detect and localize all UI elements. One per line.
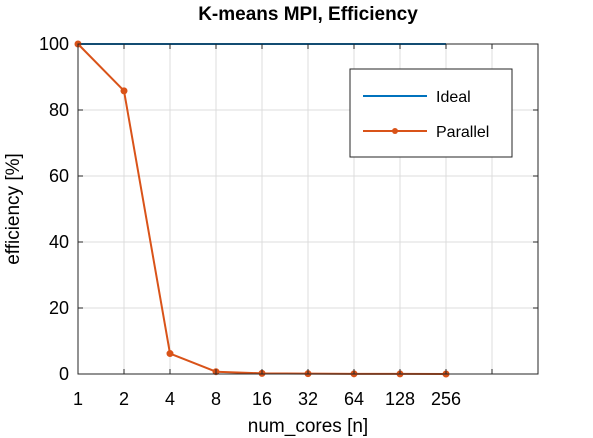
data-point-parallel — [166, 350, 174, 358]
x-tick-label: 16 — [252, 389, 272, 409]
legend-label-parallel: Parallel — [436, 124, 489, 141]
y-axis-label: efficiency [%] — [3, 153, 24, 265]
x-tick-label: 4 — [165, 389, 175, 409]
ticks: 1 2 4 8 16 32 64 128 256 0 20 40 60 80 100 — [39, 34, 539, 409]
y-tick-label: 60 — [49, 166, 69, 186]
data-point-parallel — [120, 87, 128, 95]
x-tick-label: 256 — [431, 389, 461, 409]
x-axis-label: num_cores [n] — [248, 416, 368, 437]
y-tick-label: 40 — [49, 232, 69, 252]
x-tick-label: 1 — [73, 389, 83, 409]
x-tick-label: 32 — [298, 389, 318, 409]
chart-title: K-means MPI, Efficiency — [198, 4, 418, 25]
legend-label-ideal: Ideal — [436, 89, 471, 106]
x-tick-label: 64 — [344, 389, 364, 409]
y-tick-label: 0 — [59, 364, 69, 384]
y-tick-label: 100 — [39, 34, 69, 54]
y-tick-label: 80 — [49, 100, 69, 120]
legend-marker-parallel — [392, 128, 398, 134]
legend: Ideal Parallel — [349, 68, 513, 158]
x-tick-label: 128 — [385, 389, 415, 409]
legend-box — [349, 68, 513, 158]
x-tick-label: 8 — [211, 389, 221, 409]
y-tick-label: 20 — [49, 298, 69, 318]
x-tick-label: 2 — [119, 389, 129, 409]
